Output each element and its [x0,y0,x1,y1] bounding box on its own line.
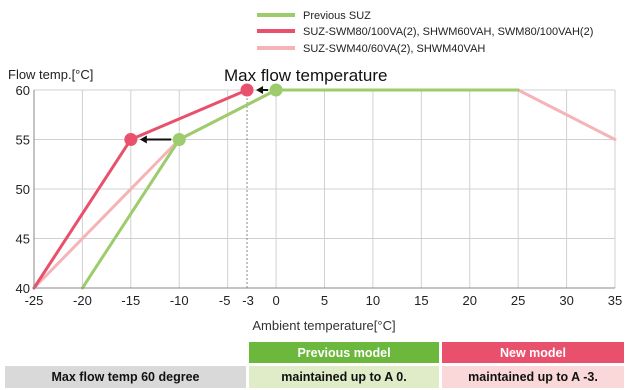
arrow-head [139,135,147,144]
x-tick-label: -3 [242,293,254,308]
data-point-marker [124,133,138,146]
table-header-previous: Previous model [249,342,439,363]
arrow-head [256,86,264,94]
axes: 40 45 50 55 60 -25 -20 -15 -10 -5 -3 0 5 10 15 20 25 30 35 [16,83,623,308]
x-tick-label: 5 [321,293,328,308]
markers [124,83,283,146]
legend-label: Previous SUZ [303,10,371,22]
x-tick-label: -20 [73,293,92,308]
x-tick-label: 30 [559,293,573,308]
x-axis-label: Ambient temperature[°C] [252,318,395,333]
table-row-label: Max flow temp 60 degree [5,366,246,388]
y-tick-label: 40 [16,281,30,296]
y-axis-label: Flow temp.[°C] [8,67,93,82]
legend-label: SUZ-SWM40/60VA(2), SHWM40VAH [303,43,485,55]
x-tick-label: 0 [272,293,279,308]
table-row-new: maintained up to A -3. [442,366,624,388]
chart-annotation: Max flow temperature [224,66,387,85]
x-tick-label: -5 [219,293,231,308]
table-row-previous: maintained up to A 0. [249,366,439,388]
data-point-marker [240,83,254,97]
series-line [80,88,520,290]
legend-label: SUZ-SWM80/100VA(2), SHWM60VAH, SWM80/100… [303,26,593,38]
y-tick-label: 60 [16,83,30,98]
chart: 40 45 50 55 60 -25 -20 -15 -10 -5 -3 0 5 10 15 20 25 30 35… [8,10,623,333]
grid [34,86,616,289]
x-tick-label: 20 [463,293,477,308]
y-tick-label: 45 [16,232,30,247]
x-tick-label: 15 [414,293,428,308]
x-tick-label: -10 [170,293,189,308]
table-header-new: New model [442,342,624,363]
x-tick-label: -15 [121,293,140,308]
data-point-marker [172,133,186,146]
data-point-marker [269,83,283,97]
x-tick-label: 10 [366,293,380,308]
y-tick-label: 55 [16,133,30,148]
x-tick-label: -25 [25,293,44,308]
y-tick-label: 50 [16,182,30,197]
legend: Previous SUZ SUZ-SWM80/100VA(2), SHWM60VA… [257,10,593,55]
x-tick-label: 25 [511,293,525,308]
arrows [139,86,269,144]
x-tick-label: 35 [608,293,622,308]
